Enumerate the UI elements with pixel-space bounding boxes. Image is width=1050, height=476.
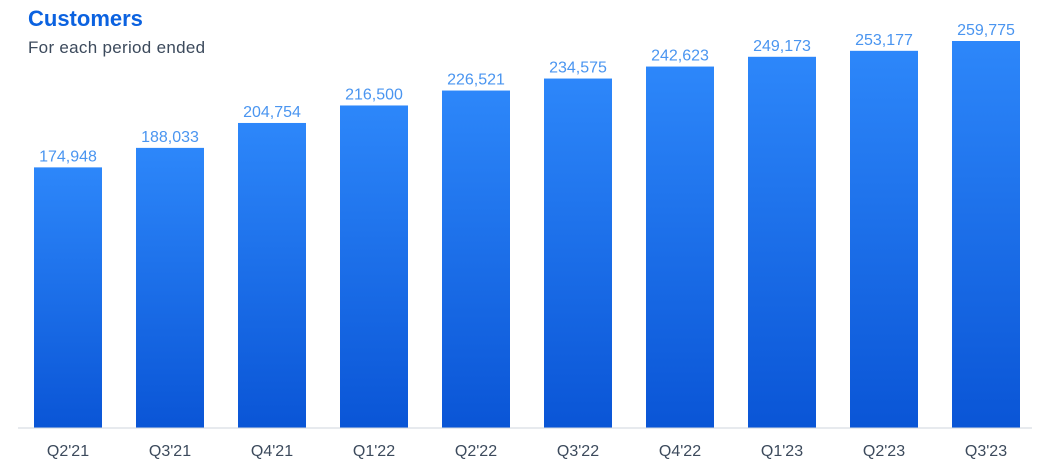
bar-Q3'21	[136, 147, 204, 429]
value-label-Q2'21: 174,948	[39, 148, 97, 165]
x-tick-label-Q3'22: Q3'22	[557, 443, 599, 460]
x-axis-tick-labels: Q2'21 Q3'21 Q4'21 Q1'22 Q2'22 Q3'22 Q4'22 Q1'23…	[47, 443, 1007, 460]
value-label-Q3'23: 259,775	[957, 22, 1015, 39]
value-label-Q4'21: 204,754	[243, 104, 301, 121]
bars-group	[34, 41, 1020, 429]
bar-Q3'22	[544, 78, 612, 428]
value-label-Q2'23: 253,177	[855, 32, 913, 49]
x-tick-label-Q4'21: Q4'21	[251, 443, 293, 460]
x-tick-label-Q2'21: Q2'21	[47, 443, 89, 460]
x-tick-label-Q2'22: Q2'22	[455, 443, 497, 460]
bar-Q4'21	[238, 122, 306, 428]
value-label-Q3'21: 188,033	[141, 129, 199, 146]
bar-Q3'23	[952, 41, 1020, 428]
bar-Q2'23	[850, 50, 918, 428]
value-labels-group: 174,948 188,033 204,754 216,500 226,521 234,5…	[39, 22, 1015, 165]
bar-Q1'23	[748, 56, 816, 428]
value-label-Q4'22: 242,623	[651, 48, 709, 65]
x-tick-label-Q4'22: Q4'22	[659, 443, 701, 460]
x-tick-label-Q1'23: Q1'23	[761, 443, 803, 460]
x-tick-label-Q3'23: Q3'23	[965, 443, 1007, 460]
bar-Q1'22	[340, 105, 408, 428]
bar-Q4'22	[646, 66, 714, 428]
value-label-Q2'22: 226,521	[447, 72, 505, 89]
value-label-Q1'23: 249,173	[753, 38, 811, 55]
value-label-Q1'22: 216,500	[345, 86, 403, 103]
x-tick-label-Q2'23: Q2'23	[863, 443, 905, 460]
bar-Q2'21	[34, 167, 102, 428]
chart-title: Customers	[28, 6, 143, 31]
bar-Q2'22	[442, 90, 510, 429]
value-label-Q3'22: 234,575	[549, 60, 607, 77]
x-tick-label-Q1'22: Q1'22	[353, 443, 395, 460]
chart-subtitle: For each period ended	[28, 38, 206, 57]
x-tick-label-Q3'21: Q3'21	[149, 443, 191, 460]
